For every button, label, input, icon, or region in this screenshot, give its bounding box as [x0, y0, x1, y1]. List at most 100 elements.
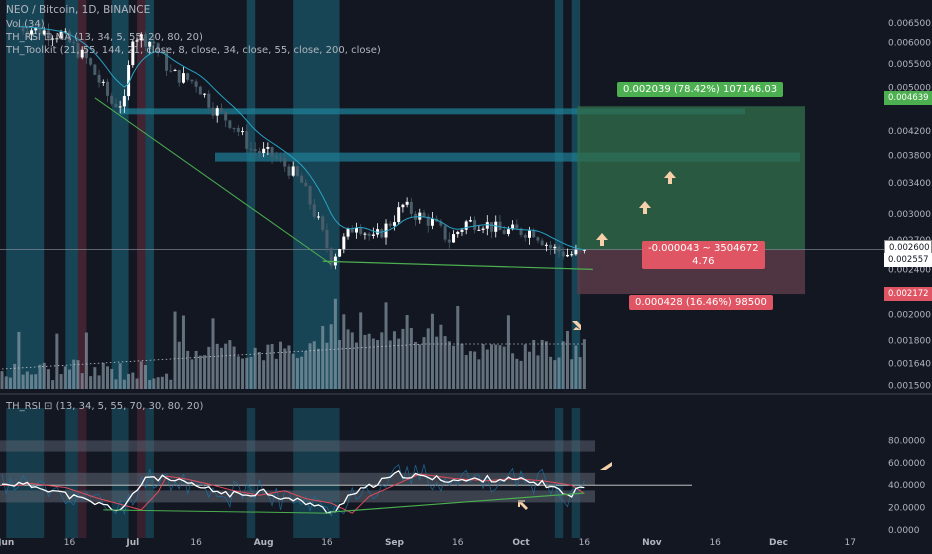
candle-body	[570, 254, 574, 256]
volume-bar	[367, 333, 371, 389]
candle-body	[211, 107, 215, 116]
volume-bar	[397, 338, 401, 389]
candle-body	[46, 30, 50, 39]
volume-bar	[439, 324, 443, 389]
signal-zone-4	[137, 0, 146, 389]
volume-bar	[338, 339, 342, 389]
volume-bar	[329, 324, 333, 389]
volume-bar	[59, 374, 63, 389]
candle-body	[169, 70, 173, 72]
candle-body	[363, 233, 367, 235]
signal-zone-7	[293, 0, 340, 389]
candle-body	[506, 229, 510, 235]
candle-body	[300, 175, 304, 183]
volume-bar	[160, 376, 164, 389]
target-price-tag: 0.004639	[884, 91, 932, 105]
volume-bar	[540, 339, 544, 389]
candle-body	[59, 31, 63, 39]
volume-bar	[494, 344, 498, 389]
volume-bar	[388, 340, 392, 389]
candle-body	[232, 127, 236, 129]
volume-bar	[245, 357, 249, 389]
volume-bar	[574, 345, 578, 389]
candle-body	[68, 31, 72, 43]
candle-body	[502, 230, 506, 235]
candle-body	[367, 233, 371, 236]
price-tick-label: 0.006000	[888, 39, 931, 49]
volume-bar	[21, 374, 25, 389]
volume-bar	[544, 341, 548, 389]
price-tick-label: 0.003400	[888, 179, 931, 189]
time-tick-label: Nov	[642, 538, 662, 548]
time-tick-label: 16	[709, 538, 721, 548]
volume-bar	[143, 365, 147, 389]
signal-zone-0	[6, 0, 45, 389]
volume-bar	[460, 343, 464, 389]
volume-bar	[38, 364, 42, 389]
rsi-overbought-band	[0, 440, 595, 452]
time-tick-label: Aug	[254, 538, 274, 548]
candle-body	[295, 166, 299, 176]
volume-bar	[106, 366, 109, 389]
price-tick-label: 0.004200	[888, 127, 931, 137]
volume-bar	[287, 345, 291, 389]
candle-body	[148, 41, 152, 47]
arrow-up-icon	[596, 233, 608, 246]
candle-body	[287, 166, 291, 176]
volume-bar	[194, 350, 198, 389]
volume-bar	[464, 355, 468, 389]
volume-bar	[177, 341, 181, 389]
entry-label[interactable]: -0.000043 ~ 3504672 4.76	[642, 241, 765, 269]
volume-bar	[97, 375, 101, 389]
signal-zone-6	[246, 0, 256, 389]
volume-bar	[283, 348, 287, 389]
volume-bar	[42, 362, 46, 389]
volume-bar	[304, 351, 308, 389]
price-tick-label: 0.001800	[888, 337, 931, 347]
volume-bar	[342, 314, 346, 389]
volume-bar	[190, 359, 194, 389]
price-tick-label: 0.002400	[888, 265, 931, 275]
candle-body	[312, 204, 316, 217]
volume-bar	[506, 315, 510, 389]
candle-body	[409, 201, 413, 214]
volume-bar	[346, 329, 350, 389]
volume-bar	[148, 379, 152, 389]
volume-bar	[181, 315, 185, 389]
volume-bar	[350, 332, 354, 389]
volume-bar	[519, 360, 523, 389]
arrow-up-icon	[664, 171, 676, 184]
candle-body	[346, 228, 350, 237]
rsi-line	[1, 469, 585, 514]
volume-bar	[198, 355, 202, 389]
volume-bar	[169, 379, 173, 389]
stop-label[interactable]: 0.000428 (16.46%) 98500	[629, 295, 773, 310]
time-tick-label: Jul	[125, 538, 139, 548]
candle-body	[477, 229, 481, 231]
candle-body	[574, 249, 578, 255]
signal-zone-2	[77, 0, 87, 389]
time-tick-label: Dec	[769, 538, 788, 548]
last-price-tag: 0.002557	[884, 253, 932, 267]
volume-bar	[317, 348, 320, 389]
candle-body	[549, 244, 553, 249]
volume-bar	[89, 376, 93, 389]
candle-body	[135, 40, 139, 42]
rsi-tick-label: 80.0000	[888, 436, 925, 446]
volume-bar	[46, 369, 50, 389]
volume-bar	[570, 359, 574, 389]
target-label[interactable]: 0.002039 (78.42%) 107146.03	[617, 82, 784, 97]
chart-title: NEO / Bitcoin, 1D, BINANCE	[6, 4, 151, 16]
volume-bar	[532, 339, 536, 389]
volume-bar	[578, 357, 582, 389]
volume-bar	[262, 360, 266, 389]
candle-body	[397, 207, 401, 223]
candle-body	[460, 229, 464, 232]
volume-bar	[291, 353, 295, 389]
candle-body	[190, 79, 194, 82]
price-tick-label: 0.005000	[888, 84, 931, 94]
candle-body	[76, 43, 80, 58]
volume-bar	[498, 345, 502, 389]
